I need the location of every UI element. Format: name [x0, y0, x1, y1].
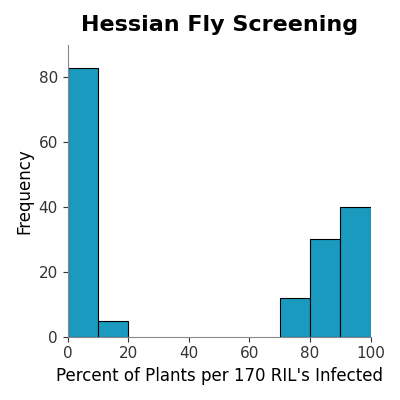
Y-axis label: Frequency: Frequency	[15, 148, 33, 234]
Bar	[68, 68, 98, 337]
Bar	[280, 298, 310, 337]
X-axis label: Percent of Plants per 170 RIL's Infected: Percent of Plants per 170 RIL's Infected	[56, 367, 383, 385]
Bar	[310, 240, 340, 337]
Bar	[98, 320, 128, 337]
Title: Hessian Fly Screening: Hessian Fly Screening	[80, 15, 358, 35]
Bar	[340, 207, 370, 337]
